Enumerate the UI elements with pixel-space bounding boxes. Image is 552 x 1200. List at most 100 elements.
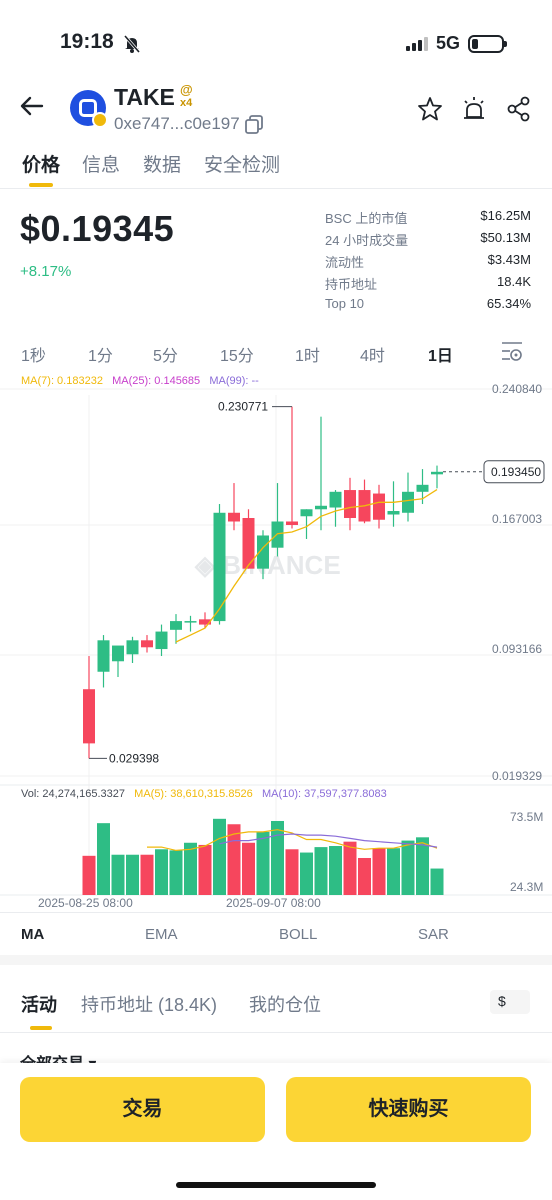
candle-body — [213, 512, 226, 622]
timeframe-15m[interactable]: 15分 — [220, 348, 254, 365]
stat-label-liquidity: 流动性 — [325, 255, 365, 270]
volume-bar — [430, 868, 444, 895]
candle-body — [170, 621, 182, 630]
candle-body — [199, 619, 211, 625]
star-icon[interactable] — [416, 95, 444, 123]
indicator-ma[interactable]: MA — [21, 926, 45, 943]
token-logo — [70, 90, 108, 128]
current-price-label: 0.193450 — [491, 465, 541, 479]
candle-body — [184, 621, 197, 623]
stat-label-top10: Top 10 — [325, 296, 365, 311]
volume-bar — [300, 852, 313, 895]
candle-body — [83, 689, 95, 744]
stat-value-liquidity: $3.43M — [487, 252, 531, 267]
stat-label-market-cap: BSC 上的市值 — [325, 211, 408, 226]
indicator-boll[interactable]: BOLL — [279, 926, 318, 943]
volume-ma-lines — [147, 829, 438, 852]
timeframe-1d[interactable]: 1日 — [428, 348, 453, 365]
candle-body — [315, 505, 327, 510]
candle-body — [387, 511, 400, 515]
battery-icon — [468, 34, 507, 53]
status-time: 19:18 — [60, 30, 114, 53]
network-label: 5G — [435, 33, 460, 53]
timeframe-1m[interactable]: 1分 — [88, 348, 113, 365]
tab-security-check[interactable]: 安全检测 — [204, 155, 281, 176]
vol-ma5-line — [147, 829, 438, 852]
tab-data[interactable]: 数据 — [143, 155, 182, 176]
tab-active-indicator — [29, 183, 53, 187]
tab-info[interactable]: 信息 — [82, 155, 121, 176]
chart-settings-icon[interactable] — [500, 340, 524, 362]
volume-bar — [169, 850, 183, 895]
volume-bar — [329, 846, 342, 895]
timeframe-1h[interactable]: 1时 — [295, 348, 320, 365]
volume-bar — [184, 842, 197, 895]
candle-body — [242, 518, 255, 569]
volume-bar — [198, 844, 212, 895]
chart-grid — [0, 388, 552, 896]
current-price-box — [483, 460, 545, 484]
candle-body — [300, 509, 313, 517]
candle-body — [257, 535, 269, 569]
candle-body — [402, 491, 414, 513]
tab-price[interactable]: 价格 — [22, 155, 61, 176]
volume-bar — [285, 849, 299, 895]
candle-body — [329, 491, 342, 508]
tab-holders[interactable]: 持币地址 (18.4K) — [81, 995, 218, 1015]
copy-icon[interactable] — [244, 114, 264, 134]
stat-label-volume: 24 小时成交量 — [325, 233, 409, 248]
trade-filter-dropdown[interactable]: 全部交易 ▾ — [20, 1050, 96, 1064]
verified-badge-icon — [92, 112, 108, 128]
volume-bar — [155, 849, 168, 895]
quick-buy-button[interactable]: 快速购买 — [286, 1077, 531, 1142]
axis-labels: 0.240840 0.167003 0.093166 0.019329 73.5M 24.… — [38, 382, 545, 910]
trade-button[interactable]: 交易 — [20, 1077, 265, 1142]
volume-bar — [126, 854, 139, 895]
candlestick-chart[interactable]: ◈ BINANCE 0.2408400.1670030.0931660.0193… — [0, 380, 552, 910]
ma99-legend: MA(99): -- — [209, 375, 259, 387]
timeframe-4h[interactable]: 4时 — [360, 348, 385, 365]
currency-toggle[interactable]: $ — [490, 990, 530, 1014]
signal-icon — [405, 36, 428, 51]
indicator-sar[interactable]: SAR — [418, 926, 449, 943]
volume-bar — [358, 857, 371, 895]
current-price: $0.19345 — [20, 208, 175, 249]
low-label: 0.029398 — [109, 751, 159, 765]
share-icon[interactable] — [505, 95, 533, 123]
candles — [83, 406, 443, 759]
vol-ma10-legend: MA(10): 37,597,377.8083 — [261, 788, 387, 800]
timeframe-1s[interactable]: 1秒 — [21, 348, 46, 365]
candle-body — [228, 512, 240, 522]
volume-bars — [82, 818, 444, 895]
tab-my-positions[interactable]: 我的仓位 — [249, 995, 321, 1015]
divider — [0, 1032, 552, 1033]
volume-bar — [140, 854, 154, 895]
high-label: 0.230771 — [218, 400, 268, 414]
volume-bar — [111, 854, 125, 895]
volume-bar — [213, 818, 226, 895]
vol-ma5-legend: MA(5): 38,610,315.8526 — [134, 788, 253, 800]
activity-tab-indicator — [30, 1026, 52, 1030]
token-address[interactable]: 0xe747...c0e197 — [114, 114, 240, 133]
price-axis-label: 0.019329 — [492, 769, 542, 783]
indicator-ema[interactable]: EMA — [145, 926, 178, 943]
volume-axis-label: 73.5M — [510, 810, 543, 824]
home-indicator — [176, 1182, 376, 1188]
volume-bar — [401, 840, 415, 895]
ma25-legend: MA(25): 0.145685 — [112, 375, 201, 387]
candle-body — [112, 645, 124, 662]
price-axis-label: 0.167003 — [492, 512, 542, 526]
timeframe-5m[interactable]: 5分 — [153, 348, 178, 365]
section-separator — [0, 955, 552, 965]
volume-bar — [416, 837, 429, 895]
volume-bar — [372, 848, 386, 895]
price-alert-icon[interactable] — [460, 95, 488, 123]
ma7-line — [175, 489, 438, 643]
time-axis-label: 2025-08-25 08:00 — [38, 896, 133, 910]
tab-activity[interactable]: 活动 — [21, 995, 57, 1015]
divider — [0, 912, 552, 913]
back-arrow-icon[interactable] — [18, 92, 46, 120]
volume-bar — [227, 824, 241, 895]
candle-body — [141, 640, 153, 648]
volume-value: Vol: 24,274,165.3327 — [21, 788, 125, 800]
